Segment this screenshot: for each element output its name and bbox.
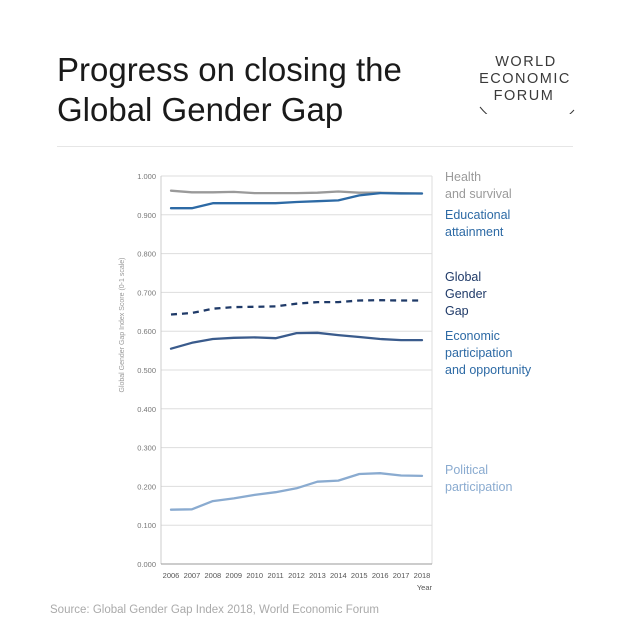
legend-label: Gap xyxy=(445,304,469,318)
legend-label: participation xyxy=(445,346,512,360)
series-line xyxy=(170,299,422,316)
header-divider xyxy=(57,146,573,147)
legend-label: Economic xyxy=(445,329,500,343)
x-tick-label: 2010 xyxy=(246,571,263,580)
y-tick-label: 0.100 xyxy=(137,521,156,530)
x-tick-label: 2018 xyxy=(414,571,431,580)
x-tick-label: 2007 xyxy=(184,571,201,580)
x-tick-label: 2015 xyxy=(351,571,368,580)
page-title: Progress on closing the Global Gender Ga… xyxy=(57,51,402,128)
x-tick-label: 2009 xyxy=(225,571,242,580)
x-tick-label: 2012 xyxy=(288,571,305,580)
series-line xyxy=(169,331,424,350)
legend-label: Health xyxy=(445,170,481,184)
legend-label: attainment xyxy=(445,225,504,239)
y-tick-label: 0.400 xyxy=(137,405,156,414)
y-tick-label: 0.300 xyxy=(137,444,156,453)
x-tick-label: 2006 xyxy=(163,571,180,580)
x-tick-label: 2011 xyxy=(268,571,284,580)
legend-label: participation xyxy=(445,480,512,494)
y-tick-label: 1.000 xyxy=(137,172,156,181)
x-tick-label: 2008 xyxy=(204,571,221,580)
logo-arc xyxy=(479,106,575,114)
y-tick-label: 0.000 xyxy=(137,560,156,569)
source-note: Source: Global Gender Gap Index 2018, Wo… xyxy=(50,604,379,616)
wef-logo: WORLD ECONOMIC FORUM xyxy=(479,54,575,114)
legend-label: Gender xyxy=(445,287,487,301)
y-tick-label: 0.500 xyxy=(137,366,156,375)
legend-label: Global xyxy=(445,270,481,284)
x-tick-label: 2014 xyxy=(330,571,347,580)
legend-label: and survival xyxy=(445,187,512,201)
series-line xyxy=(169,191,424,210)
y-tick-label: 0.700 xyxy=(137,288,156,297)
y-tick-label: 0.900 xyxy=(137,211,156,220)
x-tick-label: 2016 xyxy=(372,571,389,580)
logo-line-economic: ECONOMIC xyxy=(479,71,571,87)
legend-label: Educational xyxy=(445,208,510,222)
logo-line-forum: FORUM xyxy=(494,88,555,104)
y-axis-title: Global Gender Gap Index Score (0-1 scale… xyxy=(119,257,126,392)
series-line xyxy=(169,472,424,511)
y-tick-label: 0.800 xyxy=(137,250,156,259)
y-tick-label: 0.600 xyxy=(137,327,156,336)
x-axis-title: Year xyxy=(417,583,433,592)
legend-label: Political xyxy=(445,463,488,477)
x-tick-label: 2013 xyxy=(309,571,326,580)
legend-label: and opportunity xyxy=(445,363,532,377)
x-tick-label: 2017 xyxy=(393,571,410,580)
y-tick-label: 0.200 xyxy=(137,482,156,491)
line-chart: 0.000 0.100 0.200 0.300 0.400 0.500 0.600 0.700… xyxy=(119,170,532,592)
logo-line-world: WORLD xyxy=(495,54,556,70)
